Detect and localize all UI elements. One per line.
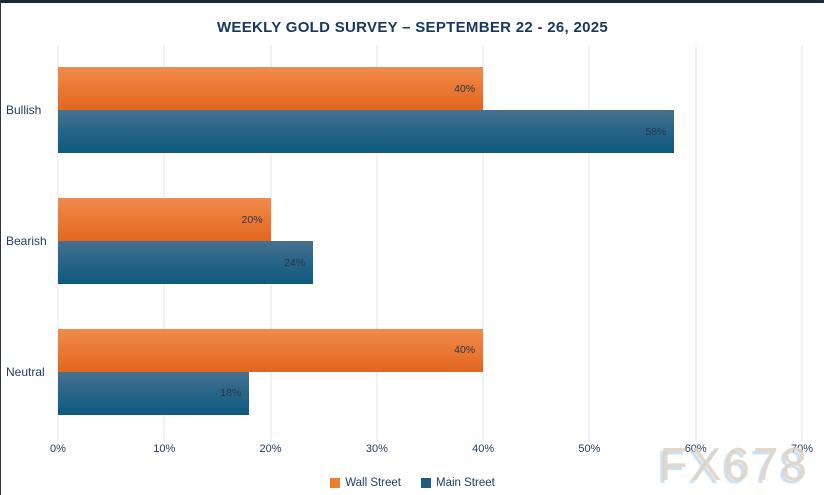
x-tick-label: 70%: [790, 443, 814, 455]
x-tick-label: 40%: [472, 443, 495, 455]
category-label: Bullish: [6, 103, 42, 118]
x-tick-label: 0%: [50, 443, 66, 455]
bar-bearish-wall-street: 20%: [58, 198, 271, 241]
x-tick-label: 50%: [578, 443, 601, 455]
top-border: [1, 0, 824, 3]
gridline: [695, 45, 697, 442]
legend-item-main-street: Main Street: [421, 477, 495, 489]
legend-item-wall-street: Wall Street: [330, 477, 401, 489]
bar-value-label: 40%: [454, 344, 476, 357]
bar-bearish-main-street: 24%: [58, 241, 314, 284]
x-axis: 0% 10% 20% 30% 40% 50% 60% 70%: [50, 443, 813, 459]
bar-value-label: 40%: [454, 82, 476, 95]
legend: Wall Street Main Street: [1, 477, 824, 489]
legend-label: Main Street: [436, 477, 495, 489]
bar-value-label: 18%: [220, 387, 242, 400]
bar-group-bullish: Bullish 40% 58%: [6, 45, 802, 176]
bar-value-label: 58%: [645, 125, 667, 138]
bar-bullish-wall-street: 40%: [58, 67, 484, 111]
gridline: [482, 45, 484, 442]
gridline: [376, 45, 378, 442]
x-tick-label: 10%: [153, 443, 176, 455]
bar-group-bearish: Bearish 20% 24%: [6, 176, 802, 307]
bar-bullish-main-street: 58%: [58, 110, 675, 154]
category-label: Bearish: [6, 234, 47, 248]
legend-swatch-icon: [330, 478, 341, 488]
bar-group-neutral: Neutral 40% 18%: [6, 306, 802, 437]
gridline: [588, 45, 590, 442]
x-tick-label: 20%: [259, 443, 282, 455]
x-tick-label: 30%: [365, 443, 388, 455]
legend-label: Wall Street: [345, 477, 401, 489]
legend-swatch-icon: [421, 478, 431, 488]
bar-groups: Bullish 40% 58% Bearish 20% 24% Neutral 40% 18%: [6, 45, 802, 437]
bar-value-label: 24%: [284, 256, 306, 269]
plot-area: Bullish 40% 58% Bearish 20% 24% Neutral 40% 18%: [6, 45, 803, 442]
chart-title: WEEKLY GOLD SURVEY – SEPTEMBER 22 - 26, …: [216, 19, 609, 36]
gridline: [801, 45, 803, 442]
bar-value-label: 20%: [241, 213, 263, 226]
bar-neutral-main-street: 18%: [58, 371, 250, 415]
x-tick-label: 60%: [684, 443, 707, 455]
category-label: Neutral: [6, 364, 45, 379]
bar-neutral-wall-street: 40%: [58, 328, 484, 372]
